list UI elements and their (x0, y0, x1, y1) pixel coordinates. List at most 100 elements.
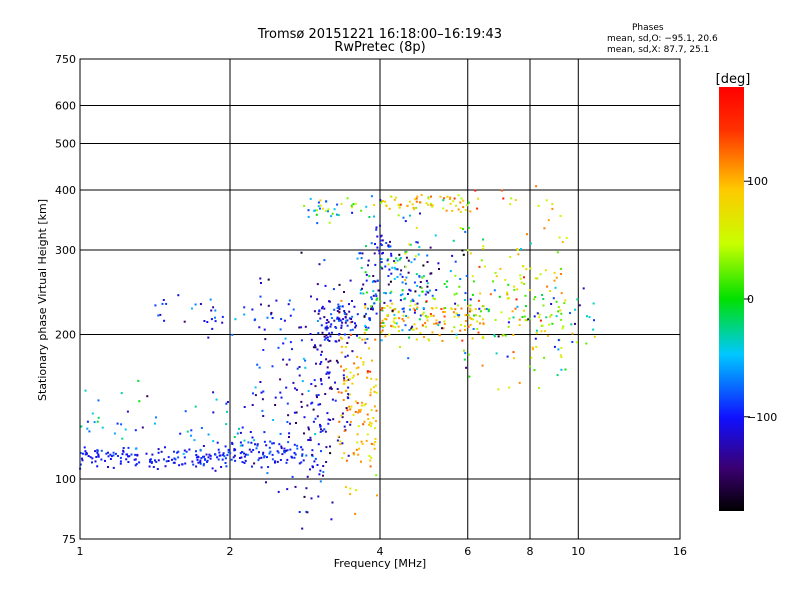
data-point (576, 298, 579, 301)
data-point (407, 316, 410, 319)
data-point (348, 303, 350, 306)
data-point (119, 462, 122, 465)
data-point (340, 324, 343, 327)
data-point (350, 204, 353, 207)
data-point (315, 362, 317, 365)
data-point (327, 360, 330, 363)
data-point (117, 455, 119, 457)
data-point (438, 268, 440, 270)
data-point (343, 379, 346, 382)
data-point (359, 252, 362, 255)
data-point (369, 394, 372, 397)
data-point (507, 321, 510, 324)
data-point (408, 329, 411, 331)
data-point (325, 337, 328, 340)
y-tick-label: 500 (55, 138, 76, 151)
data-point (343, 310, 346, 312)
data-point (382, 325, 385, 328)
data-point (204, 458, 207, 461)
data-point (559, 273, 562, 275)
data-point (308, 439, 311, 441)
data-point (319, 469, 322, 472)
data-point (177, 456, 180, 459)
data-point (352, 203, 355, 206)
data-point (280, 445, 283, 448)
data-point (309, 468, 311, 471)
data-point (128, 455, 131, 458)
data-point (338, 317, 341, 320)
data-point (428, 339, 431, 342)
data-point (260, 282, 262, 284)
data-point (326, 326, 329, 329)
data-point (399, 203, 402, 206)
data-point (254, 394, 257, 397)
data-point (360, 266, 363, 269)
data-point (258, 451, 260, 454)
data-point (535, 332, 538, 335)
data-point (561, 241, 564, 243)
data-point (365, 273, 368, 276)
data-point (338, 339, 341, 342)
data-point (243, 462, 246, 464)
data-point (457, 208, 460, 211)
data-point (507, 283, 510, 286)
data-point (211, 467, 214, 470)
data-point (441, 327, 443, 330)
data-point (321, 331, 324, 334)
data-point (353, 362, 356, 365)
data-point (338, 308, 341, 311)
data-point (221, 458, 224, 461)
data-point (260, 466, 263, 469)
data-point (262, 453, 264, 456)
data-point (431, 204, 434, 207)
data-point (232, 456, 235, 459)
data-point (356, 355, 359, 358)
data-point (374, 338, 377, 341)
data-point (89, 456, 92, 459)
y-axis-ticks: 75 100 200 300 400 500 600 750 (55, 53, 76, 546)
data-point (358, 336, 361, 339)
data-point (93, 421, 96, 424)
data-point (294, 387, 297, 390)
data-point (380, 266, 383, 269)
data-point (551, 322, 554, 325)
data-point (469, 298, 472, 301)
data-point (456, 314, 459, 317)
data-point (286, 458, 289, 461)
data-point (415, 200, 418, 203)
data-point (512, 334, 515, 336)
data-point (379, 224, 381, 227)
colorbar-tick-label: 0 (747, 293, 754, 306)
data-point (343, 452, 346, 455)
data-point (471, 275, 474, 278)
data-point (393, 313, 396, 316)
data-point (401, 293, 404, 296)
data-point (391, 266, 394, 269)
data-point (347, 378, 350, 381)
data-point (214, 316, 216, 319)
data-point (239, 444, 242, 447)
data-point (311, 453, 314, 456)
data-point (445, 209, 448, 212)
data-point (302, 357, 305, 360)
data-point (413, 323, 416, 326)
data-point (425, 300, 428, 303)
data-point (234, 459, 237, 462)
data-point (316, 320, 319, 322)
data-point (376, 279, 379, 282)
data-point (184, 462, 187, 465)
data-point (207, 456, 210, 459)
data-point (266, 316, 269, 319)
data-point (320, 350, 323, 353)
data-point (316, 222, 319, 225)
data-point (343, 313, 346, 315)
data-point (155, 416, 157, 419)
data-point (442, 310, 445, 313)
data-point (413, 208, 415, 211)
data-point (324, 284, 327, 287)
data-point (349, 423, 352, 426)
data-point (312, 466, 314, 469)
data-point (81, 452, 84, 455)
data-point (176, 451, 179, 454)
data-point (275, 299, 278, 302)
